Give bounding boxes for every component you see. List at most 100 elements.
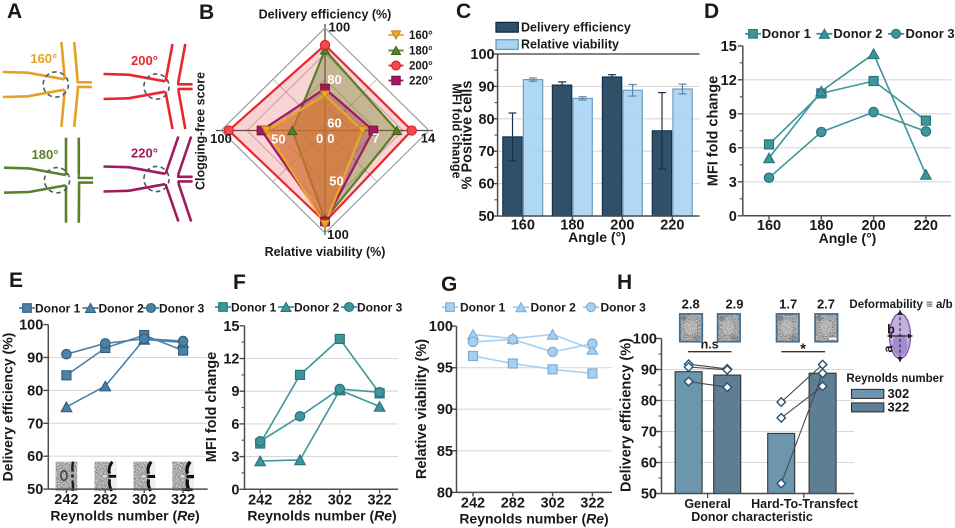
svg-text:Donor 3: Donor 3 (601, 301, 647, 315)
svg-text:Donor 1: Donor 1 (35, 301, 81, 315)
svg-text:0: 0 (316, 131, 323, 146)
svg-text:180: 180 (560, 218, 584, 234)
svg-text:Donor 2: Donor 2 (531, 301, 577, 315)
svg-text:160°: 160° (30, 51, 57, 66)
svg-text:Reynolds number (Re): Reynolds number (Re) (50, 508, 199, 524)
svg-text:F: F (233, 271, 246, 294)
svg-text:D: D (704, 0, 719, 23)
svg-text:E: E (9, 269, 23, 292)
svg-text:80: 80 (327, 72, 341, 87)
svg-text:b: b (887, 323, 895, 337)
svg-text:9: 9 (231, 384, 239, 400)
svg-text:50: 50 (329, 174, 343, 189)
svg-text:Relative viability (%): Relative viability (%) (265, 245, 386, 259)
svg-text:a: a (882, 344, 896, 352)
svg-text:180°: 180° (32, 147, 59, 162)
svg-text:100: 100 (429, 319, 453, 335)
svg-text:2.9: 2.9 (725, 297, 743, 312)
svg-text:Delivery efficiency (%): Delivery efficiency (%) (619, 338, 635, 492)
svg-text:200°: 200° (131, 53, 158, 68)
svg-text:Relative viability: Relative viability (521, 38, 619, 52)
svg-text:Donor characteristic: Donor characteristic (691, 510, 813, 524)
svg-text:302: 302 (540, 495, 564, 511)
svg-text:282: 282 (288, 492, 312, 508)
svg-text:60: 60 (641, 456, 657, 472)
svg-text:100: 100 (210, 131, 232, 146)
svg-text:160: 160 (511, 218, 535, 234)
svg-text:Donor 2: Donor 2 (99, 301, 145, 315)
svg-text:242: 242 (248, 492, 272, 508)
svg-text:242: 242 (54, 492, 78, 508)
svg-text:322: 322 (367, 492, 391, 508)
svg-text:200: 200 (610, 218, 634, 234)
svg-text:A: A (7, 0, 22, 23)
svg-text:Reynolds number (Re): Reynolds number (Re) (247, 508, 396, 524)
svg-text:6: 6 (231, 417, 239, 433)
svg-text:7: 7 (372, 131, 379, 146)
svg-text:12: 12 (223, 352, 239, 368)
svg-text:100: 100 (327, 227, 349, 242)
svg-text:Donor 1: Donor 1 (460, 301, 506, 315)
svg-text:0: 0 (231, 482, 239, 498)
svg-text:322: 322 (888, 400, 910, 415)
svg-text:2.7: 2.7 (817, 297, 835, 312)
svg-text:85: 85 (437, 444, 453, 460)
svg-text:70: 70 (27, 416, 43, 432)
svg-text:180: 180 (809, 218, 833, 234)
svg-text:90: 90 (437, 402, 453, 418)
svg-text:220°: 220° (409, 76, 433, 88)
svg-text:50: 50 (271, 132, 285, 147)
svg-text:90: 90 (478, 79, 494, 95)
svg-text:n.s: n.s (701, 338, 719, 352)
svg-text:90: 90 (27, 351, 43, 367)
svg-text:12: 12 (721, 73, 737, 89)
svg-text:6: 6 (729, 141, 737, 157)
svg-text:Angle (°): Angle (°) (568, 229, 626, 245)
svg-text:95: 95 (437, 361, 453, 377)
svg-text:50: 50 (478, 209, 494, 225)
svg-text:80: 80 (478, 112, 494, 128)
svg-text:14: 14 (421, 131, 436, 146)
svg-text:282: 282 (93, 492, 117, 508)
svg-text:50: 50 (27, 482, 43, 498)
svg-text:Donor 2: Donor 2 (294, 300, 340, 314)
svg-text:200: 200 (861, 218, 885, 234)
svg-text:MFI fold change: MFI fold change (450, 83, 464, 178)
svg-text:220°: 220° (131, 146, 158, 161)
svg-text:*: * (800, 341, 806, 358)
svg-text:C: C (456, 0, 471, 23)
svg-text:1.7: 1.7 (779, 297, 797, 312)
svg-text:50: 50 (641, 487, 657, 503)
svg-text:Relative viability (%): Relative viability (%) (414, 339, 430, 479)
svg-text:60: 60 (27, 449, 43, 465)
svg-text:3: 3 (729, 175, 737, 191)
svg-text:Clogging-free score: Clogging-free score (194, 72, 208, 190)
svg-text:100: 100 (633, 332, 657, 348)
svg-text:100: 100 (470, 47, 494, 63)
svg-text:242: 242 (461, 495, 485, 511)
svg-text:282: 282 (501, 495, 525, 511)
svg-text:302: 302 (132, 492, 156, 508)
svg-text:Donor 3: Donor 3 (357, 300, 403, 314)
svg-text:100: 100 (19, 318, 43, 334)
svg-text:2.8: 2.8 (682, 297, 700, 312)
svg-text:H: H (617, 271, 632, 294)
svg-text:322: 322 (171, 492, 195, 508)
svg-text:Hard-To-Transfect: Hard-To-Transfect (751, 497, 859, 511)
svg-text:MFI fold change: MFI fold change (706, 76, 722, 186)
svg-text:Delivery efficiency (%): Delivery efficiency (%) (0, 333, 16, 482)
svg-text:302: 302 (888, 386, 910, 401)
svg-text:302: 302 (328, 492, 352, 508)
svg-text:60: 60 (327, 116, 341, 131)
svg-text:MFI fold change: MFI fold change (204, 352, 220, 462)
svg-text:220: 220 (660, 218, 684, 234)
svg-text:0: 0 (327, 131, 334, 146)
svg-text:60: 60 (478, 177, 494, 193)
svg-text:3: 3 (231, 450, 239, 466)
svg-text:100: 100 (329, 20, 351, 35)
svg-text:General: General (684, 497, 731, 511)
svg-text:80: 80 (641, 394, 657, 410)
svg-text:200°: 200° (409, 61, 433, 73)
svg-text:Reynolds number (Re): Reynolds number (Re) (459, 511, 608, 527)
svg-text:15: 15 (223, 319, 239, 335)
